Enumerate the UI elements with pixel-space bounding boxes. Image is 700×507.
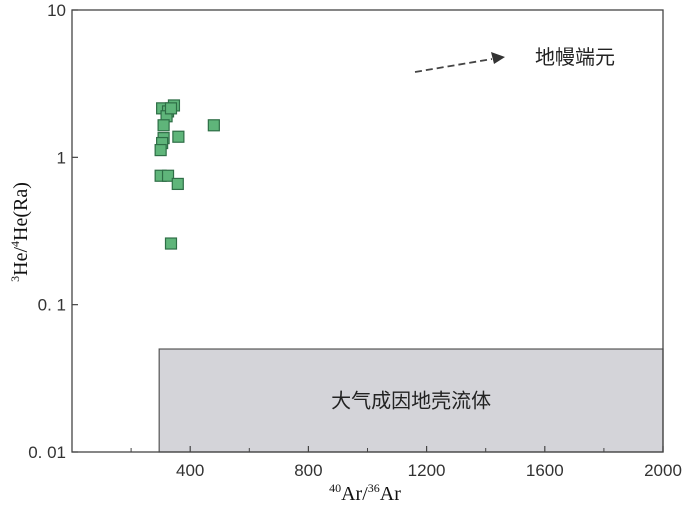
data-point	[157, 119, 170, 132]
y-tick-label: 0. 1	[38, 296, 66, 315]
x-tick-label: 1600	[526, 461, 564, 480]
x-tick-label: 1200	[408, 461, 446, 480]
data-point	[161, 169, 175, 182]
x-title-sup2: 36	[368, 481, 380, 495]
y-title-sup1: 3	[8, 276, 22, 282]
data-point	[207, 119, 220, 132]
x-title-sup1: 40	[329, 481, 341, 495]
y-title-tail: He(Ra)	[10, 182, 32, 241]
annotation-label: 地幔端元	[535, 45, 615, 69]
y-tick-label: 1	[57, 148, 66, 167]
y-tick-label: 0. 01	[28, 443, 66, 462]
x-axis-title: 40Ar/36Ar	[329, 481, 401, 505]
x-tick-label: 2000	[644, 461, 682, 480]
region-label: 大气成因地壳流体	[331, 389, 491, 413]
data-point	[164, 237, 178, 250]
y-axis-title: 3He/4He(Ra)	[8, 182, 32, 282]
data-point	[164, 102, 178, 115]
x-tick-label: 400	[176, 461, 204, 480]
data-point	[172, 130, 185, 143]
x-axis-ticks: 400 800 1200 1600 2000	[130, 446, 682, 480]
x-title-base: Ar/	[341, 483, 368, 505]
annotation-arrow-line	[414, 58, 493, 73]
y-title-sup2: 4	[8, 241, 22, 247]
data-point	[171, 177, 184, 191]
y-tick-label: 10	[47, 1, 66, 20]
mantle-endmember-annotation: 地幔端元	[414, 45, 615, 73]
x-title-tail: Ar	[380, 483, 401, 505]
data-point	[154, 143, 167, 157]
annotation-arrow-head	[491, 52, 505, 64]
y-axis-ticks: 0. 01 0. 1 1 10	[28, 1, 78, 462]
atmospheric-crustal-fluid-region	[158, 348, 664, 453]
x-tick-label: 800	[294, 461, 322, 480]
y-title-mid: He/	[10, 247, 32, 276]
data-points	[154, 99, 220, 250]
